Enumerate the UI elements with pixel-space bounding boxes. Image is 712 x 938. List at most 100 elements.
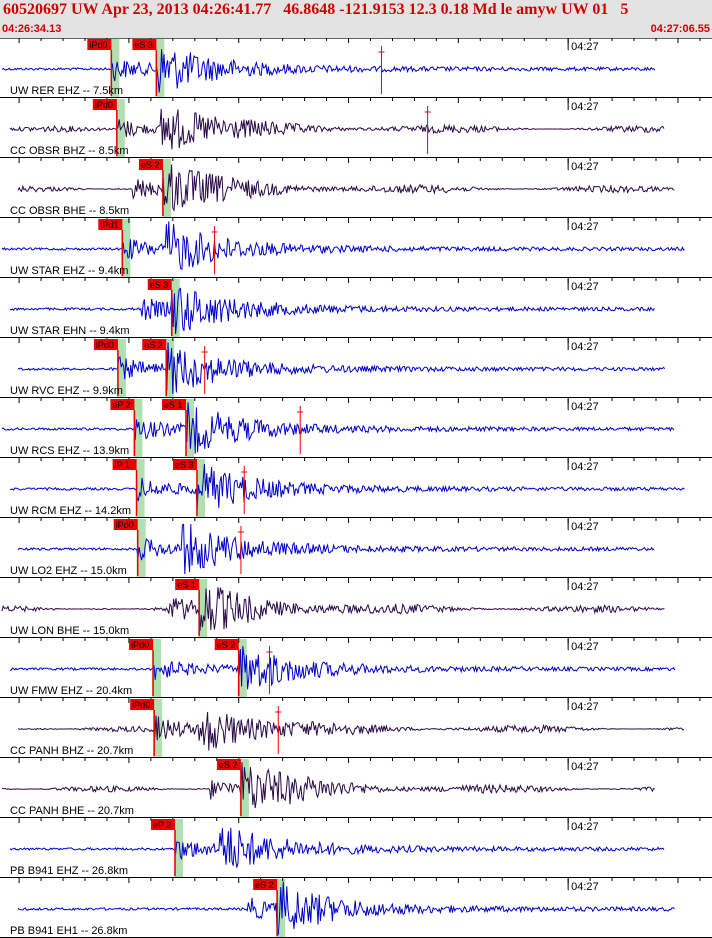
channel-label: UW RER EHZ -- 7.5km [10,85,123,97]
channel-label: UW RVC EHZ -- 9.9km [10,385,123,397]
channel-label: UW LO2 EHZ -- 15.0km [10,565,127,577]
channel-label: UW STAR EHN -- 9.4km [10,325,130,337]
minute-tick-label: 04:27 [571,461,599,473]
minute-tick-label: 04:27 [571,281,599,293]
start-time: 04:26:34.13 [2,23,62,35]
minute-tick-label: 04:27 [571,761,599,773]
p-pick-flag [113,519,138,530]
channel-label: PB B941 EHZ -- 26.8km [10,865,128,877]
s-pick-label: eS 1 [177,580,196,590]
channel-label: CC PANH BHE -- 20.7km [10,805,134,817]
end-time: 04:27:06.55 [650,23,710,35]
p-pick-flag [129,639,154,650]
p-pick-flag [110,399,135,410]
p-pick-label: iPd0 [95,100,113,110]
seismogram-plot: 04:27 iPd0 eS 3 UW RER EHZ -- 7.5km 04:27 iPd… [0,38,712,938]
s-theoretical-band [161,159,171,217]
p-pick-label: iP 1 [115,460,130,470]
s-pick-label: eS 2 [141,160,160,170]
p-theoretical-band [136,519,146,577]
trace-panel: 04:27 iPd0 eS 2 UW RVC EHZ -- 9.9km [10,338,701,397]
s-pick-flag [147,279,172,290]
trace-panel: 04:27 eS 2 CC PANH BHE -- 20.7km [1,758,701,817]
waveform [17,164,675,213]
p-pick-label: iPd0 [116,520,134,530]
waveform [1,221,685,270]
channel-label: CC OBSR BHE -- 8.5km [10,205,129,217]
p-theoretical-band [110,39,120,97]
s-pick-flag [162,399,187,410]
minute-tick-label: 04:27 [571,401,599,413]
minute-tick-label: 04:27 [571,341,599,353]
s-pick-label: eS 1 [164,400,183,410]
minute-tick-label: 04:27 [571,161,599,173]
waveform [9,287,655,335]
trace-panel: 04:27 eP 2 eS 1 UW RCS EHZ -- 13.9km [1,398,701,457]
p-theoretical-band [121,219,131,277]
channel-label: UW RCS EHZ -- 13.9km [10,445,129,457]
waveform [17,342,666,394]
waveform [1,762,656,809]
s-pick-label: eS 3 [175,460,194,470]
channel-label: CC PANH BHZ -- 20.7km [10,745,133,757]
p-theoretical-band [133,399,143,457]
s-pick-flag [175,579,200,590]
minute-tick-label: 04:27 [571,221,599,233]
trace-panel: 04:27 iPd0 eS 2 UW FMW EHZ -- 20.4km [10,638,701,697]
trace-panel: 04:27 eP 2 PB B941 EHZ -- 26.8km [9,818,701,877]
s-pick-flag [172,459,197,470]
s-theoretical-band [195,459,205,517]
s-pick-label: eS 2 [144,340,163,350]
p-theoretical-band [135,459,145,517]
trace-panel: 04:27 iP 1 eS 3 UW RCM EHZ -- 14.2km [9,458,701,517]
waveform [17,881,675,936]
channel-label: UW STAR EHZ -- 9.4km [10,265,128,277]
channel-label: PB B941 EH1 -- 26.8km [10,925,127,937]
event-header: 60520697 UW Apr 23, 2013 04:26:41.77 46.… [0,0,712,39]
s-pick-flag [142,339,167,350]
s-pick-label: eS 2 [255,880,274,890]
trace-panel: 04:27 eS 2 PB B941 EH1 -- 26.8km [10,878,701,937]
s-pick-flag [138,159,163,170]
trace-panel: 04:27 iPd1 UW STAR EHZ -- 9.4km [1,218,701,277]
p-pick-label: iPd0 [132,700,150,710]
trace-panel: 04:27 iPd0 CC PANH BHZ -- 20.7km [10,698,701,757]
channel-label: CC OBSR BHZ -- 8.5km [10,145,129,157]
minute-tick-label: 04:27 [571,101,599,113]
p-pick-flag [87,39,112,50]
s-pick-flag [214,639,239,650]
p-pick-label: iPd1 [100,220,118,230]
minute-tick-label: 04:27 [571,641,599,653]
p-pick-flag [151,819,176,830]
channel-label: UW RCM EHZ -- 14.2km [10,505,131,517]
waveform [1,402,675,454]
s-pick-flag [216,759,241,770]
s-theoretical-band [198,579,208,637]
waveform [9,463,685,509]
event-title: 60520697 UW Apr 23, 2013 04:26:41.77 46.… [3,1,629,18]
minute-tick-label: 04:27 [571,41,599,53]
minute-tick-label: 04:27 [571,701,599,713]
waveform [9,827,665,868]
s-theoretical-band [276,879,286,937]
s-theoretical-band [155,39,165,97]
p-pick-flag [92,99,117,110]
trace-panel: 04:27 iPd0 eS 3 UW RER EHZ -- 7.5km [1,38,701,97]
waveform [17,711,685,751]
waveform [9,108,665,150]
s-pick-label: eS 2 [219,760,238,770]
trace-panel: 04:27 iPd0 UW LO2 EHZ -- 15.0km [10,518,701,577]
p-pick-flag [130,699,155,710]
s-pick-label: eS 3 [150,280,169,290]
s-pick-label: eS 3 [134,40,153,50]
s-pick-label: eS 2 [217,640,236,650]
waveform [10,646,676,690]
p-pick-label: eP 2 [112,400,130,410]
p-pick-label: iPd0 [131,640,149,650]
p-pick-flag [112,459,137,470]
minute-tick-label: 04:27 [571,521,599,533]
s-theoretical-band [239,759,249,817]
minute-tick-label: 04:27 [571,821,599,833]
waveform [1,587,665,631]
trace-panel: 04:27 iPd0 CC OBSR BHZ -- 8.5km [9,98,701,157]
